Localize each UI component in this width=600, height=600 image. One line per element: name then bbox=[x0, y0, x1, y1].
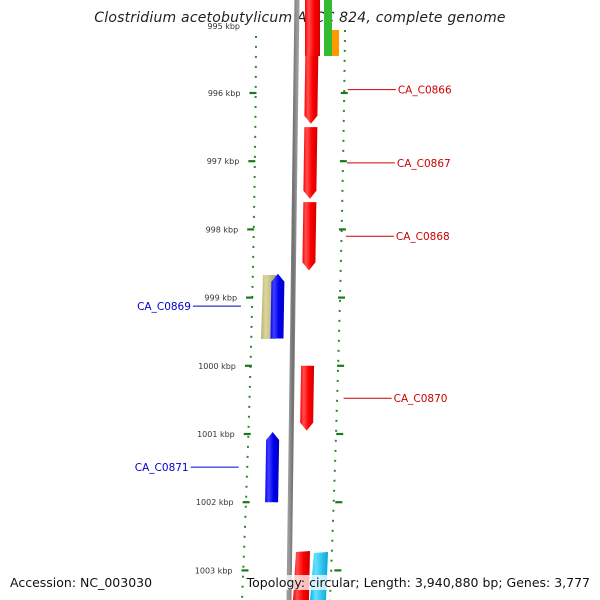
tick-label-partial: 995 kbp bbox=[207, 22, 240, 31]
gene-ca-c0867[interactable] bbox=[303, 127, 318, 199]
gene-label-ca-c0870[interactable]: CA_C0870 bbox=[394, 393, 448, 405]
genome-title: Clostridium acetobutylicum ATCC 824, com… bbox=[94, 10, 506, 26]
accession-label: Accession: NC_003030 bbox=[10, 575, 153, 590]
gene-label-ca-c0868[interactable]: CA_C0868 bbox=[396, 231, 450, 243]
gene-ca-c0870[interactable] bbox=[300, 365, 315, 431]
tick-label: 1002 kbp bbox=[196, 498, 234, 507]
gene-ca-c0869[interactable] bbox=[270, 273, 285, 339]
tick-label: 1000 kbp bbox=[198, 362, 236, 371]
partial-gene-orange-top bbox=[332, 30, 339, 56]
gene-label-ca-c0869[interactable]: CA_C0869 bbox=[137, 301, 191, 313]
tick-label: 996 kbp bbox=[208, 89, 241, 98]
gene-ca-c0866[interactable] bbox=[304, 55, 319, 124]
tick-label: 998 kbp bbox=[206, 225, 239, 234]
tick-label: 1001 kbp bbox=[197, 430, 235, 439]
inner-dotted-ring bbox=[241, 35, 257, 600]
gene-label-ca-c0867[interactable]: CA_C0867 bbox=[397, 158, 451, 170]
gene-label-ca-c0866[interactable]: CA_C0866 bbox=[398, 85, 452, 97]
scale-ticks: 996 kbp 997 kbp 998 kbp 999 kbp 1000 kbp 1001… bbox=[195, 89, 348, 575]
tick-label: 999 kbp bbox=[204, 294, 237, 303]
gene-features[interactable] bbox=[265, 55, 319, 503]
top-partial-features bbox=[305, 0, 339, 56]
outer-dotted-ring bbox=[329, 29, 346, 600]
genome-summary: Topology: circular; Length: 3,940,880 bp… bbox=[246, 575, 590, 590]
gene-labels[interactable]: CA_C0866 CA_C0867 CA_C0868 CA_C0869 CA_C0870… bbox=[135, 85, 452, 474]
genome-backbone bbox=[286, 0, 300, 600]
tick-label: 997 kbp bbox=[207, 157, 240, 166]
partial-gene-green-top bbox=[324, 0, 332, 56]
partial-gene-red-top bbox=[305, 0, 320, 56]
gene-ca-c0871[interactable] bbox=[265, 431, 280, 503]
tick-label: 1003 kbp bbox=[195, 566, 233, 575]
gene-ca-c0868[interactable] bbox=[302, 202, 317, 271]
gene-label-ca-c0871[interactable]: CA_C0871 bbox=[135, 462, 189, 474]
